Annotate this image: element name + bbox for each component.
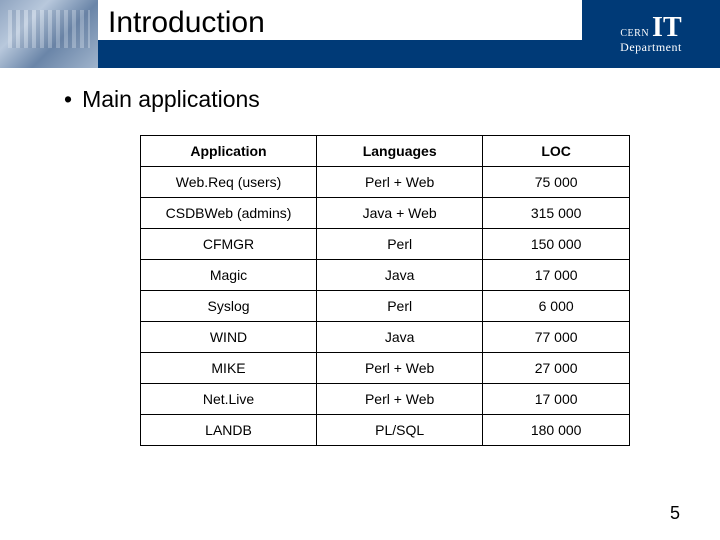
applications-table: Application Languages LOC Web.Req (users… <box>140 135 630 446</box>
header-title-bar: Introduction <box>98 0 582 68</box>
cell-loc: 77 000 <box>483 322 630 353</box>
cell-lang: Perl + Web <box>317 384 483 415</box>
table-row: Net.Live Perl + Web 17 000 <box>141 384 630 415</box>
page-number: 5 <box>670 503 680 524</box>
slide-content: • Main applications Application Languages… <box>0 68 720 446</box>
table-row: WIND Java 77 000 <box>141 322 630 353</box>
slide-header: Introduction CERN IT Department <box>0 0 720 68</box>
cell-lang: Java <box>317 322 483 353</box>
cell-app: Magic <box>141 260 317 291</box>
cell-app: MIKE <box>141 353 317 384</box>
table-row: Syslog Perl 6 000 <box>141 291 630 322</box>
cell-app: Net.Live <box>141 384 317 415</box>
cell-app: LANDB <box>141 415 317 446</box>
cell-lang: Perl + Web <box>317 167 483 198</box>
cell-app: WIND <box>141 322 317 353</box>
header-decorative-image <box>0 0 98 68</box>
cell-loc: 17 000 <box>483 384 630 415</box>
logo-unit: IT <box>652 14 682 42</box>
slide-title: Introduction <box>108 6 265 40</box>
bullet-item: • Main applications <box>64 86 680 113</box>
logo-brand: CERN <box>620 28 649 39</box>
table-row: CSDBWeb (admins) Java + Web 315 000 <box>141 198 630 229</box>
col-header-languages: Languages <box>317 136 483 167</box>
table-row: Web.Req (users) Perl + Web 75 000 <box>141 167 630 198</box>
cell-loc: 150 000 <box>483 229 630 260</box>
col-header-loc: LOC <box>483 136 630 167</box>
logo-department: Department <box>620 40 682 55</box>
cell-lang: Perl <box>317 229 483 260</box>
col-header-application: Application <box>141 136 317 167</box>
table-row: LANDB PL/SQL 180 000 <box>141 415 630 446</box>
cell-loc: 17 000 <box>483 260 630 291</box>
cell-loc: 6 000 <box>483 291 630 322</box>
table-header-row: Application Languages LOC <box>141 136 630 167</box>
cell-app: CFMGR <box>141 229 317 260</box>
cell-loc: 75 000 <box>483 167 630 198</box>
cell-app: Syslog <box>141 291 317 322</box>
cell-lang: Perl + Web <box>317 353 483 384</box>
cell-loc: 27 000 <box>483 353 630 384</box>
cern-it-logo: CERN IT Department <box>582 0 720 68</box>
cell-lang: PL/SQL <box>317 415 483 446</box>
table-body: Web.Req (users) Perl + Web 75 000 CSDBWe… <box>141 167 630 446</box>
cell-loc: 180 000 <box>483 415 630 446</box>
cell-loc: 315 000 <box>483 198 630 229</box>
table-row: Magic Java 17 000 <box>141 260 630 291</box>
cell-lang: Perl <box>317 291 483 322</box>
cell-app: Web.Req (users) <box>141 167 317 198</box>
cell-lang: Java <box>317 260 483 291</box>
table-row: CFMGR Perl 150 000 <box>141 229 630 260</box>
cell-app: CSDBWeb (admins) <box>141 198 317 229</box>
bullet-marker: • <box>64 86 72 112</box>
logo-top-row: CERN IT <box>620 14 681 42</box>
cell-lang: Java + Web <box>317 198 483 229</box>
table-row: MIKE Perl + Web 27 000 <box>141 353 630 384</box>
bullet-text: Main applications <box>82 86 260 112</box>
